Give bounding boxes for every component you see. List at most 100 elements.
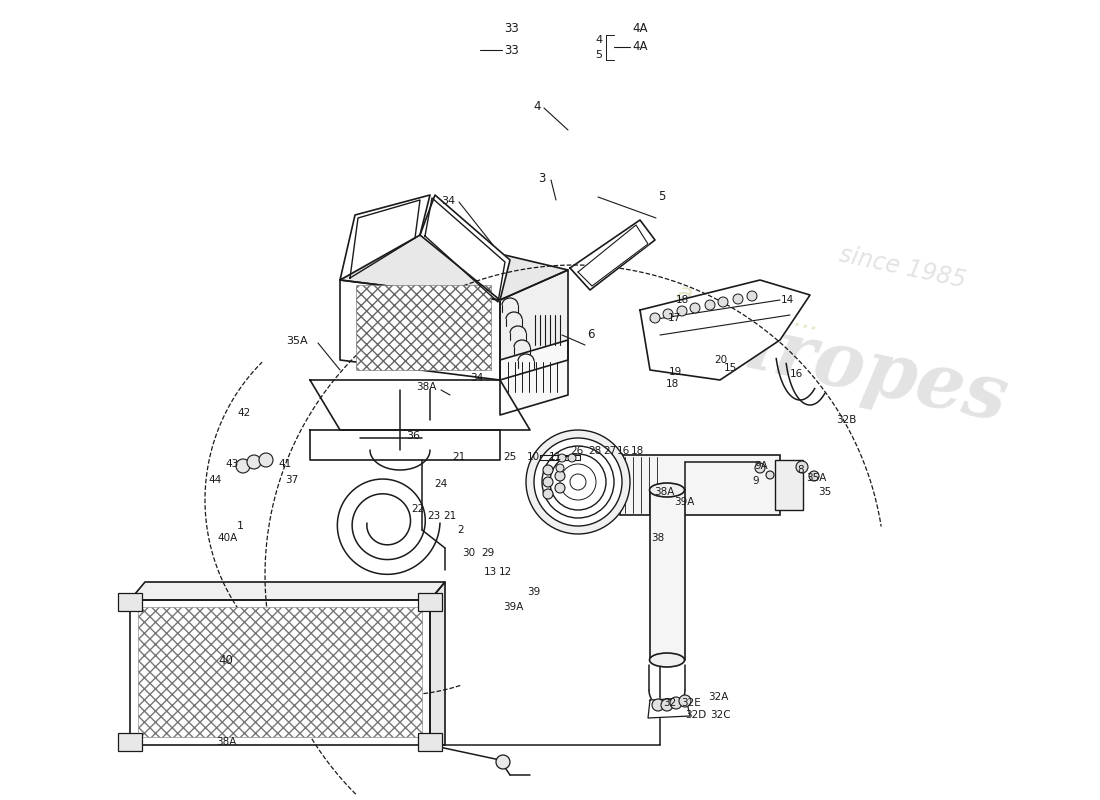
- Text: 21: 21: [452, 452, 465, 462]
- Text: 37: 37: [285, 475, 298, 485]
- Text: 32A: 32A: [708, 692, 728, 702]
- Circle shape: [560, 464, 596, 500]
- Text: 5: 5: [658, 190, 666, 202]
- Polygon shape: [430, 582, 446, 745]
- Polygon shape: [340, 280, 500, 380]
- Circle shape: [534, 438, 622, 526]
- Text: 9A: 9A: [754, 461, 768, 471]
- Ellipse shape: [649, 483, 684, 497]
- Polygon shape: [340, 235, 568, 300]
- Text: 42: 42: [236, 408, 251, 418]
- Text: 36: 36: [406, 431, 420, 441]
- Text: 32D: 32D: [685, 710, 706, 720]
- Text: 26: 26: [570, 446, 583, 456]
- Text: 8: 8: [798, 465, 804, 475]
- Bar: [418, 733, 442, 751]
- Circle shape: [570, 474, 586, 490]
- Text: 2: 2: [456, 525, 463, 535]
- Text: 32B: 32B: [836, 415, 857, 425]
- Text: a part for...: a part for...: [674, 280, 822, 336]
- Text: 19: 19: [669, 367, 682, 377]
- Circle shape: [652, 699, 664, 711]
- Text: 35: 35: [818, 487, 832, 497]
- Circle shape: [650, 313, 660, 323]
- Text: 18: 18: [676, 295, 690, 305]
- Circle shape: [550, 454, 606, 510]
- Text: 38A: 38A: [417, 382, 437, 392]
- Circle shape: [676, 306, 688, 316]
- Circle shape: [663, 309, 673, 319]
- Text: Europes: Europes: [657, 291, 1015, 437]
- Polygon shape: [420, 195, 510, 300]
- Text: 5: 5: [595, 50, 602, 60]
- Polygon shape: [130, 600, 430, 745]
- Text: 4: 4: [534, 101, 541, 114]
- Text: 14: 14: [781, 295, 794, 305]
- Polygon shape: [500, 340, 568, 415]
- Polygon shape: [540, 455, 580, 460]
- Text: 18: 18: [631, 446, 645, 456]
- Text: 32C: 32C: [710, 710, 730, 720]
- Text: 44: 44: [208, 475, 221, 485]
- Bar: [418, 593, 442, 611]
- Text: 34: 34: [470, 373, 483, 383]
- Polygon shape: [540, 455, 570, 510]
- Bar: [118, 733, 142, 751]
- Circle shape: [747, 291, 757, 301]
- Bar: [138, 607, 422, 737]
- Text: 17: 17: [668, 313, 681, 323]
- Text: 35A: 35A: [806, 473, 826, 483]
- Text: 4A: 4A: [632, 22, 648, 34]
- Text: 30: 30: [462, 548, 475, 558]
- Circle shape: [558, 454, 566, 462]
- Polygon shape: [130, 582, 446, 600]
- Circle shape: [733, 294, 742, 304]
- Circle shape: [766, 471, 774, 479]
- Text: 39A: 39A: [503, 602, 524, 612]
- Circle shape: [542, 446, 614, 518]
- Circle shape: [679, 695, 691, 707]
- Text: 24: 24: [434, 479, 448, 489]
- Circle shape: [690, 303, 700, 313]
- Polygon shape: [570, 220, 654, 290]
- Text: 4A: 4A: [632, 41, 648, 54]
- Text: 15: 15: [724, 363, 737, 373]
- Bar: [776, 460, 803, 510]
- Polygon shape: [578, 225, 648, 286]
- Circle shape: [556, 464, 564, 472]
- Bar: [118, 593, 142, 611]
- Text: 13: 13: [484, 567, 497, 577]
- Text: 40A: 40A: [217, 533, 238, 543]
- Polygon shape: [340, 195, 430, 280]
- Text: 33: 33: [504, 43, 519, 57]
- Text: 39A: 39A: [674, 497, 694, 507]
- Circle shape: [808, 471, 820, 481]
- Text: 38: 38: [651, 533, 664, 543]
- Circle shape: [568, 454, 576, 462]
- Text: 40: 40: [219, 654, 233, 667]
- Circle shape: [556, 483, 565, 493]
- Text: 32E: 32E: [681, 698, 701, 708]
- Bar: [356, 285, 491, 370]
- Text: 11: 11: [549, 452, 562, 462]
- Circle shape: [705, 300, 715, 310]
- Text: 22: 22: [411, 504, 425, 514]
- Text: 18: 18: [666, 379, 680, 389]
- Text: 4: 4: [595, 35, 602, 45]
- Text: 41: 41: [278, 459, 292, 469]
- Polygon shape: [310, 380, 530, 430]
- Text: 16: 16: [790, 369, 803, 379]
- Text: 27: 27: [603, 446, 616, 456]
- Text: 12: 12: [499, 567, 513, 577]
- Circle shape: [496, 755, 510, 769]
- Text: 10: 10: [527, 452, 540, 462]
- Circle shape: [661, 699, 673, 711]
- Circle shape: [543, 477, 553, 487]
- Circle shape: [258, 453, 273, 467]
- Text: 20: 20: [714, 355, 727, 365]
- Bar: [650, 490, 685, 660]
- Circle shape: [543, 489, 553, 499]
- Text: 35A: 35A: [286, 336, 308, 346]
- Text: 39: 39: [527, 587, 540, 597]
- Circle shape: [526, 430, 630, 534]
